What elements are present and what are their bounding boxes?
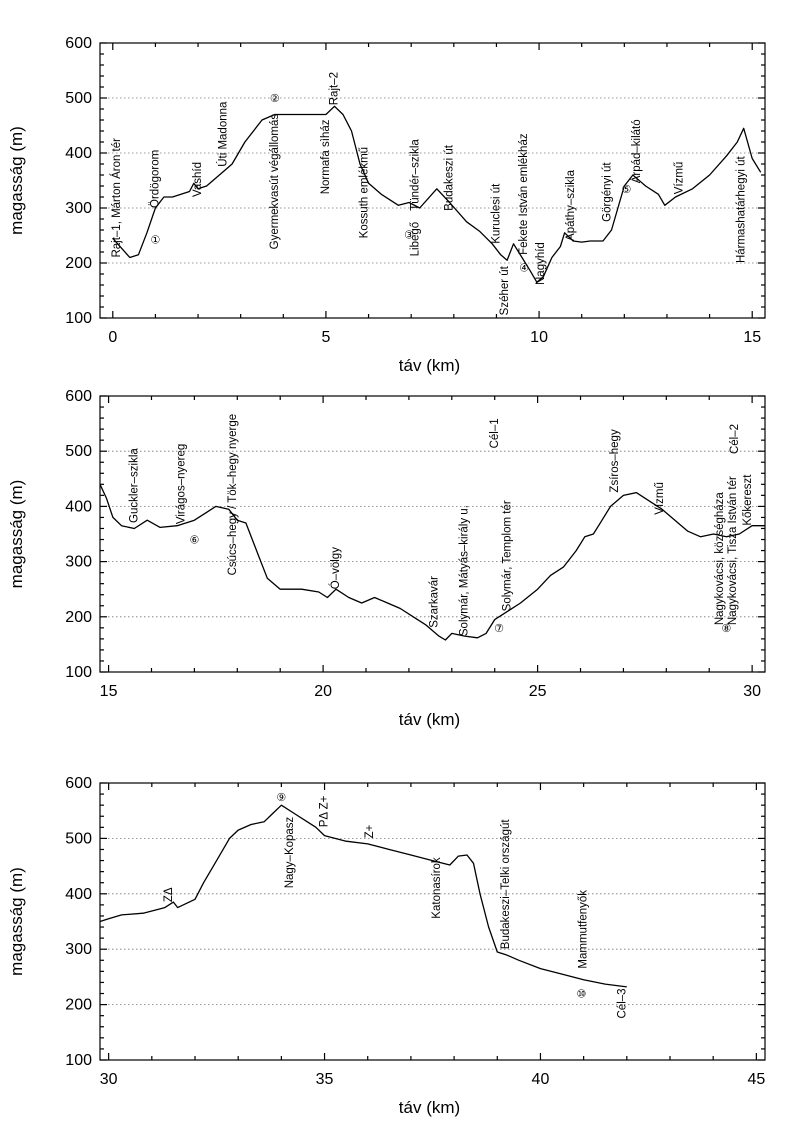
x-tick-label: 15 [100, 683, 118, 700]
waypoint-label: Cél–3 [616, 988, 628, 1018]
y-tick-label: 300 [65, 554, 92, 571]
checkpoint-marker: ⑥ [189, 535, 199, 547]
waypoint-label: Libegő [409, 222, 421, 257]
x-tick-label: 30 [743, 683, 761, 700]
y-tick-label: 300 [65, 200, 92, 217]
x-tick-label: 20 [314, 683, 332, 700]
checkpoint-marker: ⑨ [276, 792, 286, 804]
checkpoint-marker: ⑧ [721, 623, 731, 635]
waypoint-label: Vashíd [192, 162, 204, 197]
y-tick-label: 200 [65, 255, 92, 272]
waypoint-label: Kossuth emlékmű [358, 147, 370, 238]
plot-frame [99, 42, 766, 319]
waypoint-label: Hármashatárhegyi út [736, 155, 748, 263]
y-tick-label: 500 [65, 830, 92, 847]
waypoint-label: Zsíros–hegy [609, 429, 621, 493]
chart-panel-3: 100 200 300 400 500 600 30 35 40 45 táv (km) magass… [7, 775, 766, 1117]
waypoint-label: Kőkereszt [742, 474, 754, 526]
x-tick-label: 30 [100, 1071, 118, 1088]
waypoint-label: Nagy–Kopasz [284, 816, 296, 888]
waypoint-label: Ó–völgy [329, 547, 342, 589]
elevation-profile-line [99, 804, 627, 988]
x-tick-label: 25 [529, 683, 547, 700]
waypoint-label: Tündér–szikla [409, 139, 421, 211]
y-tick-label: 400 [65, 145, 92, 162]
waypoint-label: Gyermekvasút végállomás [269, 114, 281, 250]
y-tick-label: 300 [65, 941, 92, 958]
waypoint-label: Rajt–2 [328, 72, 340, 105]
y-tick-label: 400 [65, 886, 92, 903]
waypoint-label: Normafa sìház [320, 119, 332, 194]
waypoint-label: Cél–1 [489, 418, 501, 448]
y-axis-title: magasság (m) [7, 867, 26, 976]
y-tick-label: 200 [65, 609, 92, 626]
y-tick-label: 500 [65, 443, 92, 460]
chart-panel-2: 100 200 300 400 500 600 15 20 25 30 táv (km) magass… [7, 388, 766, 729]
elevation-profile-line [112, 105, 762, 283]
waypoint-label: PΔ Z+ [319, 795, 331, 827]
y-tick-label: 500 [65, 90, 92, 107]
checkpoint-marker: ④ [519, 262, 529, 274]
waypoint-label: Vízmű [654, 482, 666, 515]
waypoint-label: Csúcs–hegy / Tök–hegy nyerge [227, 414, 239, 576]
waypoint-label: Ördögorom [149, 150, 161, 208]
waypoint-label: Nagykovácsi, Tisza István tér [727, 476, 739, 625]
y-tick-label: 600 [65, 388, 92, 405]
waypoint-label: Fekete István emlékház [518, 133, 530, 255]
waypoint-label: Budakeszi út [444, 144, 456, 211]
waypoint-label: Széher út [499, 265, 511, 315]
waypoint-label: Mammutfenyők [578, 890, 590, 969]
waypoint-label: Szarkavár [429, 576, 441, 628]
x-axis-title: táv (km) [399, 356, 460, 375]
x-tick-label: 0 [108, 329, 117, 346]
x-tick-label: 40 [532, 1071, 550, 1088]
x-tick-label: 35 [316, 1071, 334, 1088]
x-axis-title: táv (km) [399, 710, 460, 729]
checkpoint-marker: ③ [404, 229, 414, 241]
waypoint-label: Árpád–kilátó [630, 119, 643, 183]
waypoint-label: Kuruclesi út [490, 183, 502, 244]
checkpoint-marker: ⑦ [494, 623, 504, 635]
waypoint-label: Nagyhíd [535, 242, 547, 285]
y-axis-title: magasság (m) [7, 480, 26, 589]
checkpoint-marker: ② [270, 93, 280, 105]
y-tick-label: 600 [65, 775, 92, 792]
x-axis-title: táv (km) [399, 1098, 460, 1117]
plot-frame [99, 782, 766, 1061]
checkpoint-marker: ⑤ [622, 184, 632, 196]
y-tick-label: 100 [65, 664, 92, 681]
waypoint-label: Vízmű [674, 162, 686, 195]
waypoint-label: Görgényi út [601, 162, 613, 222]
y-tick-label: 600 [65, 35, 92, 52]
x-tick-label: 5 [321, 329, 330, 346]
waypoint-label: Úti Madonna [217, 101, 230, 167]
checkpoint-marker: ⑩ [577, 989, 587, 1001]
waypoint-label: Rajt–1, Márton Áron tér [110, 138, 123, 258]
waypoint-label: Solymár, Templom tér [502, 500, 514, 611]
x-tick-label: 15 [743, 329, 761, 346]
y-tick-label: 400 [65, 498, 92, 515]
elevation-profile-line [99, 484, 765, 641]
y-tick-label: 100 [65, 310, 92, 327]
waypoint-label: Budakeszi–Telki országút [500, 819, 512, 950]
waypoint-label: Nagykovácsi, községháza [714, 492, 726, 626]
x-tick-label: 45 [747, 1071, 765, 1088]
y-tick-label: 200 [65, 997, 92, 1014]
waypoint-label: Z+ [364, 824, 376, 838]
waypoint-label: Apáthy–szikla [565, 169, 577, 241]
waypoint-label: Solymár, Mátyás–király u. [459, 505, 471, 636]
waypoint-label: Virágos–nyereg [175, 444, 187, 524]
y-tick-label: 100 [65, 1052, 92, 1069]
checkpoint-marker: ① [150, 234, 160, 246]
plot-frame [99, 395, 766, 673]
waypoint-label: Guckler–szikla [128, 448, 140, 523]
waypoint-label: Cél–2 [729, 424, 741, 454]
waypoint-label: ZΔ [163, 887, 175, 902]
y-axis-title: magasság (m) [7, 126, 26, 235]
x-tick-label: 10 [530, 329, 548, 346]
waypoint-label: Katonasírok [431, 857, 443, 919]
chart-panel-1: 100 200 300 400 500 600 0 5 10 15 táv (km) magasság… [7, 35, 766, 375]
